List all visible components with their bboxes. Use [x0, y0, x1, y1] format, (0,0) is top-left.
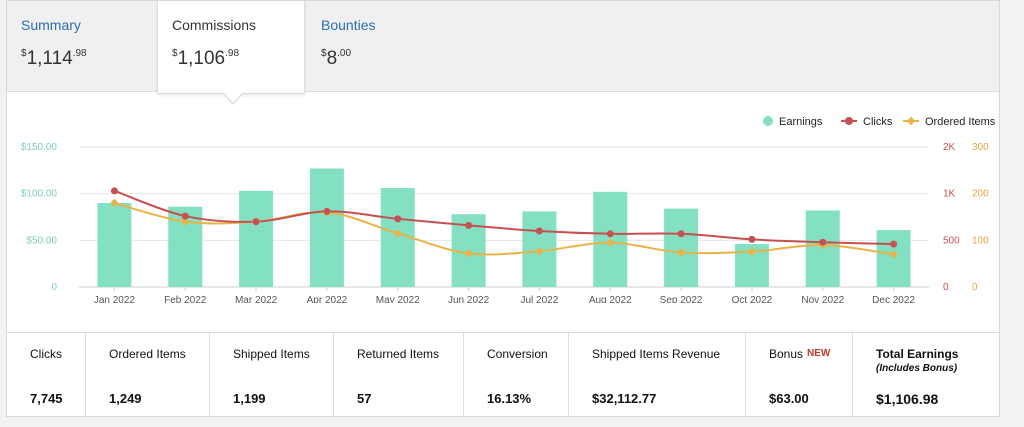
tab-commissions[interactable]: Commissions $1,106.98: [157, 1, 305, 94]
x-axis-label: Jan 2022: [94, 295, 136, 303]
stat-sublabel: (Includes Bonus): [876, 363, 958, 374]
x-axis-label: Feb 2022: [164, 295, 207, 303]
tab-summary-amount: $1,114.98: [21, 48, 87, 69]
stat-returned-items: Returned Items 57: [334, 333, 464, 418]
clicks-point: [394, 215, 402, 223]
tab-commissions-amount: $1,106.98: [172, 48, 240, 69]
clicks-point: [606, 230, 614, 238]
clicks-point: [110, 187, 118, 195]
clicks-line: [114, 189, 894, 246]
tab-bounties[interactable]: Bounties $8.00: [307, 1, 457, 92]
tab-summary[interactable]: Summary $1,114.98: [7, 1, 157, 92]
ordered-axis-tick: 100: [972, 235, 989, 246]
clicks-point: [890, 240, 898, 248]
report-tabs: Summary $1,114.98 Commissions $1,106.98 …: [7, 1, 999, 94]
x-axis-label: Nov 2022: [801, 295, 844, 303]
stat-value: $1,106.98: [876, 391, 939, 407]
x-axis-label: Mar 2022: [235, 295, 278, 303]
x-axis-label: Aug 2022: [589, 295, 632, 303]
clicks-point: [748, 235, 756, 243]
stat-bonus: Bonus NEW $63.00: [746, 333, 853, 418]
clicks-axis-tick: 2K: [943, 142, 956, 153]
tab-commissions-label: Commissions: [172, 17, 257, 33]
ordered-items-point: [393, 229, 402, 238]
x-axis-label: Jun 2022: [448, 295, 490, 303]
left-axis-tick: $100.00: [21, 189, 58, 200]
x-axis-label: Sep 2022: [660, 295, 703, 303]
stat-total-earnings: Total Earnings (Includes Bonus) $1,106.98: [853, 333, 999, 418]
earnings-report-panel: Summary $1,114.98 Commissions $1,106.98 …: [6, 0, 1000, 418]
clicks-point: [535, 227, 543, 235]
stat-value: $63.00: [769, 391, 809, 406]
clicks-axis-tick: 500: [943, 235, 960, 246]
active-tab-caret: [222, 92, 244, 105]
stat-value: 16.13%: [487, 391, 532, 406]
stat-shipped-items: Shipped Items 1,199: [210, 333, 334, 418]
ordered-axis-tick: 300: [972, 142, 989, 153]
clicks-point: [677, 230, 685, 238]
earnings-bar: [664, 208, 699, 287]
stat-label: Clicks: [30, 347, 62, 361]
stat-conversion: Conversion 16.13%: [464, 333, 569, 418]
tab-bounties-label: Bounties: [321, 17, 376, 33]
x-axis-label: Apr 2022: [307, 295, 348, 303]
earnings-swatch-icon: [763, 116, 773, 126]
earnings-bar: [309, 168, 344, 287]
stat-value: 1,249: [109, 391, 142, 406]
earnings-chart: 0 $50.00 $100.00 $150.00 0 500 1K 2K 0 100 200 300 J…: [21, 142, 989, 303]
clicks-point: [181, 212, 189, 220]
clicks-line-icon: [841, 116, 857, 126]
clicks-axis-tick: 1K: [943, 189, 956, 200]
stat-value: 57: [357, 391, 372, 406]
stat-ordered-items: Ordered Items 1,249: [86, 333, 210, 418]
stat-clicks: Clicks 7,745: [7, 333, 86, 418]
x-axis-label: May 2022: [376, 295, 420, 303]
tab-bounties-amount: $8.00: [321, 48, 352, 69]
earnings-bar: [97, 203, 132, 287]
stat-label: Returned Items: [357, 347, 440, 361]
legend-earnings[interactable]: Earnings: [763, 115, 822, 129]
ordered-items-point: [181, 217, 190, 226]
stat-label: Bonus: [769, 347, 804, 361]
ordered-items-line-icon: [903, 116, 919, 126]
stat-label: Shipped Items: [233, 347, 310, 361]
stat-value: $32,112.77: [592, 391, 657, 406]
stat-label: Conversion: [487, 347, 548, 361]
clicks-point: [323, 207, 331, 215]
stat-label: Ordered Items: [109, 347, 186, 361]
ordered-items-point: [464, 249, 473, 258]
clicks-point: [819, 238, 827, 246]
ordered-axis-tick: 200: [972, 189, 989, 200]
earnings-bar: [239, 190, 274, 287]
new-badge: NEW: [807, 348, 831, 359]
tab-summary-label: Summary: [21, 17, 81, 33]
x-axis-label: Oct 2022: [732, 295, 773, 303]
stats-row: Clicks 7,745 Ordered Items 1,249 Shipped Ite…: [7, 332, 999, 418]
clicks-point: [465, 221, 473, 229]
stat-value: 7,745: [30, 391, 63, 406]
left-axis-tick: $50.00: [26, 235, 57, 246]
stat-label: Shipped Items Revenue: [592, 347, 721, 361]
clicks-point: [252, 218, 260, 226]
legend-ordered-items[interactable]: Ordered Items: [903, 115, 995, 129]
stat-shipped-items-revenue: Shipped Items Revenue $32,112.77: [569, 333, 746, 418]
ordered-items-point: [110, 198, 119, 208]
stat-label: Total Earnings: [876, 347, 959, 361]
left-axis-tick: $150.00: [21, 142, 58, 153]
clicks-axis-tick: 0: [943, 282, 949, 293]
stat-value: 1,199: [233, 391, 266, 406]
x-axis-label: Jul 2022: [521, 295, 559, 303]
chart-legend: Earnings Clicks Ordered Items: [7, 115, 999, 131]
left-axis-tick: 0: [51, 282, 57, 293]
legend-clicks[interactable]: Clicks: [841, 115, 892, 129]
x-axis-label: Dec 2022: [872, 295, 915, 303]
ordered-axis-tick: 0: [972, 282, 978, 293]
